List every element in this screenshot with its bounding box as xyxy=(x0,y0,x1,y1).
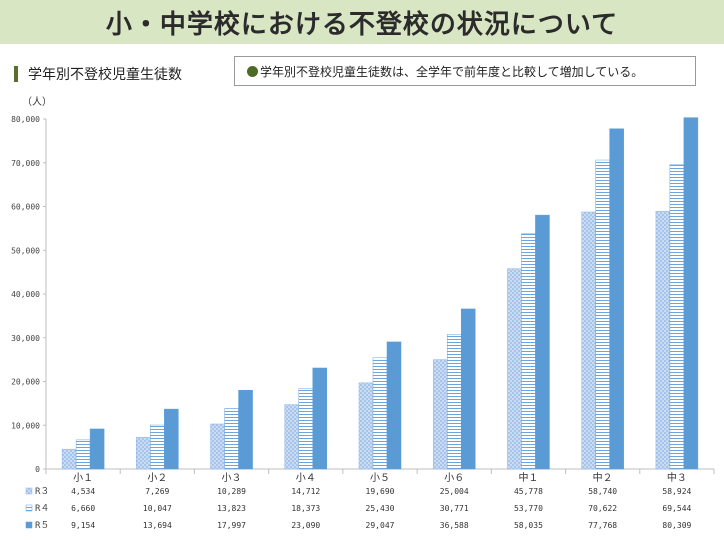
category-label: 小６ xyxy=(444,472,464,484)
data-label: 13,823 xyxy=(217,504,246,513)
y-tick-label: 50,000 xyxy=(11,246,40,255)
category-label: 小２ xyxy=(147,472,167,484)
section-heading: 学年別不登校児童生徒数 xyxy=(14,64,182,84)
bar-1-3 xyxy=(210,423,225,470)
bar-3-2 xyxy=(164,408,179,470)
data-label: 77,768 xyxy=(588,521,617,530)
y-tick-label: 30,000 xyxy=(11,334,40,343)
bar-2-1 xyxy=(75,439,91,470)
bar-3-4 xyxy=(312,367,328,470)
y-tick-label: 0 xyxy=(35,465,40,474)
note-box: 学年別不登校児童生徒数は、全学年で前年度と比較して増加している。 xyxy=(234,56,696,86)
data-label: 70,622 xyxy=(588,504,617,513)
legend-label-2: R４ xyxy=(35,504,49,514)
data-label: 29,047 xyxy=(366,521,395,530)
y-tick-label: 60,000 xyxy=(11,203,40,212)
bar-3-5 xyxy=(386,341,402,470)
bar-1-1 xyxy=(61,448,77,470)
data-label: 17,997 xyxy=(217,521,246,530)
category-label: 中３ xyxy=(667,471,687,484)
y-tick-label: 80,000 xyxy=(11,115,40,124)
y-axis-unit: （人） xyxy=(22,97,52,108)
y-tick-label: 70,000 xyxy=(11,159,40,168)
bar-2-6 xyxy=(446,334,462,470)
data-label: 53,770 xyxy=(514,504,543,513)
bar-1-4 xyxy=(284,404,300,470)
section-title: 学年別不登校児童生徒数 xyxy=(28,67,182,83)
bar-2-9 xyxy=(669,164,685,470)
category-label: 小１ xyxy=(73,472,93,484)
bar-1-5 xyxy=(358,382,374,470)
data-label: 30,771 xyxy=(440,504,469,513)
page-title: 小・中学校における不登校の状況について xyxy=(105,9,619,40)
data-label: 4,534 xyxy=(71,487,95,496)
section-marker xyxy=(14,66,18,82)
bar-1-8 xyxy=(581,211,596,470)
data-label: 80,309 xyxy=(662,521,691,530)
data-label: 13,694 xyxy=(143,521,172,530)
bullet-icon xyxy=(247,65,258,77)
bar-2-8 xyxy=(595,159,610,470)
y-tick-label: 10,000 xyxy=(11,421,40,430)
bar-1-6 xyxy=(432,359,448,470)
legend-swatch-1 xyxy=(25,487,33,495)
category-label: 小３ xyxy=(222,472,242,484)
bar-2-3 xyxy=(224,408,239,470)
data-label: 69,544 xyxy=(662,504,691,513)
data-label: 45,778 xyxy=(514,487,543,496)
legend-label-3: R５ xyxy=(35,521,49,531)
bar-2-2 xyxy=(150,424,165,470)
category-label: 中１ xyxy=(518,471,538,484)
legend-label-1: R３ xyxy=(35,487,49,497)
data-label: 6,660 xyxy=(71,504,95,513)
category-label: 中２ xyxy=(593,471,613,484)
legend-swatch-3 xyxy=(25,521,33,529)
bar-3-1 xyxy=(89,428,105,470)
bar-2-7 xyxy=(521,233,536,470)
bar-3-7 xyxy=(535,214,550,470)
bar-3-6 xyxy=(460,308,476,470)
bar-3-8 xyxy=(609,128,624,470)
data-label: 10,047 xyxy=(143,504,172,513)
data-label: 19,690 xyxy=(366,487,395,496)
data-label: 7,269 xyxy=(145,487,169,496)
data-label: 58,035 xyxy=(514,521,543,530)
data-label: 58,740 xyxy=(588,487,617,496)
bar-1-2 xyxy=(136,436,151,470)
y-tick-label: 40,000 xyxy=(11,290,40,299)
data-label: 9,154 xyxy=(71,521,95,530)
data-label: 58,924 xyxy=(662,487,691,496)
legend-swatch-2 xyxy=(25,504,33,512)
title-banner: 小・中学校における不登校の状況について xyxy=(0,0,724,44)
data-label: 23,090 xyxy=(291,521,320,530)
y-tick-label: 20,000 xyxy=(11,378,40,387)
note-text: 学年別不登校児童生徒数は、全学年で前年度と比較して増加している。 xyxy=(260,64,644,79)
data-label: 36,588 xyxy=(440,521,469,530)
data-label: 25,430 xyxy=(366,504,395,513)
bar-2-4 xyxy=(298,388,314,470)
category-label: 小４ xyxy=(296,472,316,484)
data-label: 25,004 xyxy=(440,487,469,496)
bar-1-7 xyxy=(507,268,522,470)
data-label: 14,712 xyxy=(291,487,320,496)
data-label: 18,373 xyxy=(291,504,320,513)
bar-1-9 xyxy=(655,210,671,470)
bar-2-5 xyxy=(372,357,388,470)
bar-3-3 xyxy=(238,390,253,470)
data-label: 10,289 xyxy=(217,487,246,496)
category-label: 小５ xyxy=(370,472,390,484)
bar-3-9 xyxy=(683,117,699,470)
